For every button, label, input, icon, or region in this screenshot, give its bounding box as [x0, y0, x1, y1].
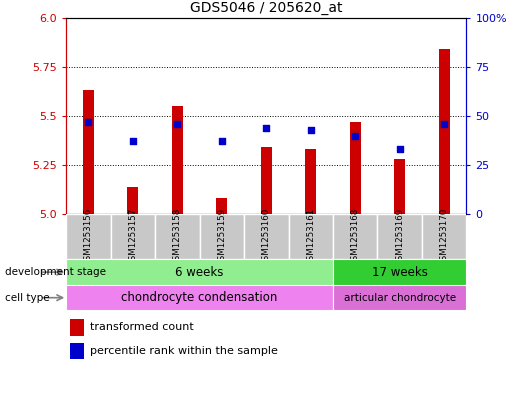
- Title: GDS5046 / 205620_at: GDS5046 / 205620_at: [190, 1, 342, 15]
- Bar: [394, 159, 405, 214]
- Point: [262, 125, 270, 131]
- Bar: [155, 214, 200, 259]
- Text: chondrocyte condensation: chondrocyte condensation: [121, 291, 278, 304]
- Point: [173, 121, 182, 127]
- Text: GSM1253160: GSM1253160: [262, 208, 271, 266]
- Bar: [66, 259, 333, 285]
- Bar: [422, 214, 466, 259]
- Bar: [439, 49, 450, 214]
- Bar: [333, 285, 466, 310]
- Text: GSM1253169: GSM1253169: [395, 208, 404, 266]
- Bar: [377, 214, 422, 259]
- Text: GSM1253157: GSM1253157: [128, 208, 137, 266]
- Point: [351, 132, 359, 139]
- Text: 17 weeks: 17 weeks: [372, 266, 428, 279]
- Bar: [66, 285, 333, 310]
- Text: 6 weeks: 6 weeks: [175, 266, 224, 279]
- Bar: [288, 214, 333, 259]
- Point: [395, 146, 404, 152]
- Point: [440, 121, 448, 127]
- Bar: [216, 198, 227, 214]
- Text: GSM1253156: GSM1253156: [84, 208, 93, 266]
- Bar: [70, 343, 84, 359]
- Bar: [305, 149, 316, 214]
- Text: percentile rank within the sample: percentile rank within the sample: [90, 346, 278, 356]
- Point: [218, 138, 226, 145]
- Text: GSM1253170: GSM1253170: [440, 208, 449, 266]
- Bar: [350, 122, 361, 214]
- Bar: [244, 214, 288, 259]
- Text: transformed count: transformed count: [90, 322, 194, 332]
- Bar: [83, 90, 94, 214]
- Point: [129, 138, 137, 145]
- Bar: [127, 187, 138, 214]
- Bar: [333, 214, 377, 259]
- Bar: [70, 319, 84, 336]
- Text: GSM1253168: GSM1253168: [351, 208, 360, 266]
- Text: GSM1253159: GSM1253159: [217, 208, 226, 266]
- Point: [306, 127, 315, 133]
- Text: articular chondrocyte: articular chondrocyte: [343, 293, 456, 303]
- Bar: [333, 259, 466, 285]
- Bar: [172, 106, 183, 214]
- Text: GSM1253158: GSM1253158: [173, 208, 182, 266]
- Bar: [111, 214, 155, 259]
- Text: development stage: development stage: [5, 267, 107, 277]
- Point: [84, 119, 93, 125]
- Text: cell type: cell type: [5, 293, 50, 303]
- Text: GSM1253161: GSM1253161: [306, 208, 315, 266]
- Bar: [66, 214, 111, 259]
- Bar: [200, 214, 244, 259]
- Bar: [261, 147, 272, 214]
